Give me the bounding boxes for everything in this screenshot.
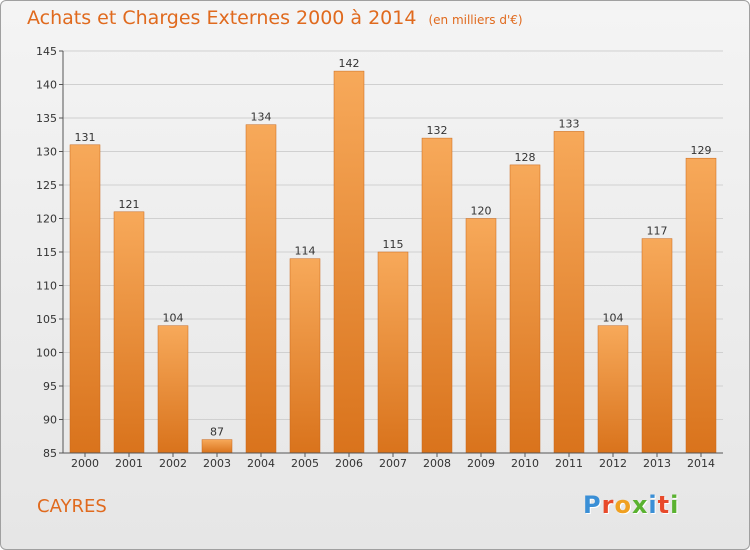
x-tick-label: 2005 — [291, 457, 319, 470]
x-tick-label: 2007 — [379, 457, 407, 470]
logo-letter: o — [614, 491, 632, 519]
value-label: 120 — [471, 205, 492, 218]
value-label: 114 — [295, 245, 316, 258]
logo-letter: t — [657, 491, 671, 519]
bar-2006 — [333, 70, 365, 454]
bars — [69, 70, 717, 454]
value-label: 142 — [339, 57, 360, 70]
value-label: 128 — [515, 151, 536, 164]
y-tick-label: 105 — [36, 313, 57, 326]
bar-2000 — [69, 144, 101, 454]
logo-letter: r — [601, 491, 615, 519]
bar-2009 — [465, 218, 497, 454]
x-tick-label: 2006 — [335, 457, 363, 470]
value-label: 104 — [603, 312, 624, 325]
x-tick-label: 2011 — [555, 457, 583, 470]
y-tick-label: 110 — [36, 280, 57, 293]
y-tick-label: 115 — [36, 246, 57, 259]
y-tick-label: 140 — [36, 79, 57, 92]
proxiti-logo: Proxiti — [583, 491, 679, 519]
axes — [62, 51, 723, 457]
x-tick-label: 2008 — [423, 457, 451, 470]
location-name: CAYRES — [37, 496, 107, 517]
logo-letter: x — [631, 491, 649, 519]
x-tick-labels: 2000 2001 2002 2003 2004 2005 2006 2007 2008 2009… — [71, 457, 715, 470]
bar-2002 — [157, 325, 189, 454]
bar-2014 — [685, 157, 717, 454]
bar-2010 — [509, 164, 541, 454]
x-tick-label: 2001 — [115, 457, 143, 470]
logo-letter: i — [648, 491, 658, 519]
y-tick-label: 85 — [43, 447, 57, 460]
x-tick-label: 2014 — [687, 457, 715, 470]
x-tick-label: 2010 — [511, 457, 539, 470]
y-tick-label: 100 — [36, 347, 57, 360]
y-tick-label: 95 — [43, 380, 57, 393]
value-label: 121 — [119, 198, 140, 211]
y-tick-label: 130 — [36, 146, 57, 159]
logo-letter: i — [670, 491, 680, 519]
chart-subtitle: (en milliers d'€) — [428, 13, 523, 27]
value-label: 133 — [559, 117, 580, 130]
value-labels: 131 121 104 87 134 114 142 115 132 120 128 133 104 11… — [75, 57, 712, 439]
x-tick-label: 2003 — [203, 457, 231, 470]
bar-2011 — [553, 131, 585, 454]
value-label: 117 — [647, 225, 668, 238]
bar-2008 — [421, 137, 453, 454]
y-tick-label: 120 — [36, 213, 57, 226]
y-tick-label: 135 — [36, 112, 57, 125]
bar-2005 — [289, 258, 321, 454]
value-label: 87 — [210, 426, 224, 439]
bar-2007 — [377, 251, 409, 454]
y-tick-label: 125 — [36, 179, 57, 192]
x-tick-label: 2013 — [643, 457, 671, 470]
y-tick-labels: 85 90 95 100 105 110 115 120 125 130 135 140 145 — [36, 45, 57, 460]
x-tick-label: 2004 — [247, 457, 275, 470]
x-tick-label: 2009 — [467, 457, 495, 470]
value-label: 134 — [251, 111, 272, 124]
y-tick-label: 145 — [36, 45, 57, 58]
y-tick-label: 90 — [43, 414, 57, 427]
logo-letter: P — [583, 491, 602, 519]
value-label: 115 — [383, 238, 404, 251]
bar-2003 — [201, 439, 233, 454]
bar-2001 — [113, 211, 145, 454]
value-label: 132 — [427, 124, 448, 137]
bar-2004 — [245, 124, 277, 454]
x-tick-label: 2000 — [71, 457, 99, 470]
bar-2013 — [641, 238, 673, 454]
value-label: 129 — [691, 144, 712, 157]
x-tick-label: 2002 — [159, 457, 187, 470]
value-label: 104 — [163, 312, 184, 325]
chart-title: Achats et Charges Externes 2000 à 2014 — [27, 7, 417, 29]
bar-2012 — [597, 325, 629, 454]
title-row: Achats et Charges Externes 2000 à 2014 (… — [27, 7, 523, 29]
x-tick-label: 2012 — [599, 457, 627, 470]
value-label: 131 — [75, 131, 96, 144]
